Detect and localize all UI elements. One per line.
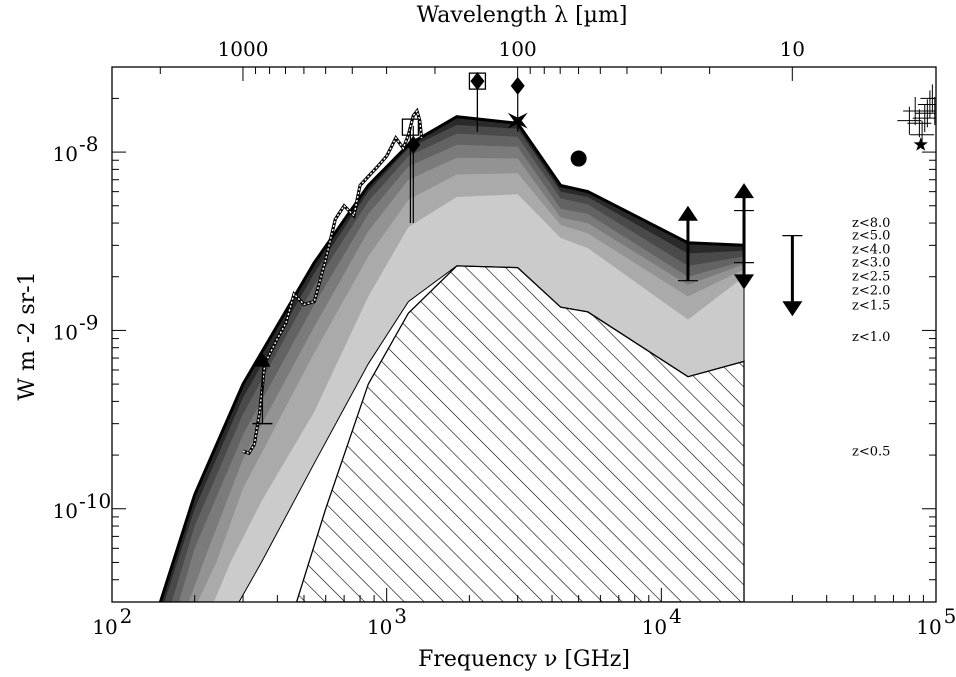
marker-star4-6 [507, 112, 528, 129]
marker-diamond-2 [406, 135, 421, 154]
marker-diamond-4 [470, 72, 485, 91]
y-tick-exp-1: -9 [79, 310, 98, 334]
top-tick-label-2: 10 [780, 37, 805, 61]
marker-star-8 [913, 137, 928, 151]
redshift-bands [158, 115, 745, 602]
x-tick-exp-1: 3 [394, 604, 407, 628]
y-tick-exp-2: -8 [79, 132, 98, 156]
z-label-1: z<5.0 [852, 229, 890, 244]
y-tick-exp-0: -10 [79, 489, 111, 513]
upper-limit-arrow-1 [782, 301, 803, 317]
y-tick-label-0: 10 [53, 499, 78, 523]
marker-triangle-up-0 [254, 352, 271, 367]
x-axis-title: Frequency ν [GHz] [418, 647, 630, 672]
marker-circle-7 [570, 150, 587, 167]
x-tick-label-1: 10 [367, 615, 392, 639]
plot-frame [111, 66, 937, 603]
y-axis-title: W m -2 sr-1 [15, 271, 40, 400]
marker-diamond-5 [510, 76, 525, 95]
z-label-8: z<0.5 [852, 444, 890, 459]
z-label-7: z<1.0 [852, 330, 890, 345]
redshift-labels: z<8.0z<5.0z<4.0z<3.0z<2.5z<2.0z<1.5 z<1.0… [852, 216, 890, 459]
top-tick-label-1: 100 [499, 37, 537, 61]
upper-limit-arrow-0 [734, 274, 755, 290]
lower-limit-arrow-1 [734, 183, 755, 199]
z-label-0: z<8.0 [852, 216, 890, 231]
axis-ticks [112, 67, 936, 602]
z-label-2: z<4.0 [852, 242, 890, 257]
top-axis-title: Wavelength λ [µm] [417, 3, 628, 28]
marker-open-square-1 [401, 118, 420, 136]
x-tick-exp-2: 4 [669, 604, 682, 628]
z-label-6: z<1.5 [852, 298, 890, 313]
x-tick-exp-0: 2 [120, 604, 133, 628]
y-tick-label-1: 10 [53, 320, 78, 344]
x-tick-label-0: 10 [92, 615, 117, 639]
x-tick-exp-3: 5 [944, 604, 956, 628]
z-label-3: z<3.0 [852, 256, 890, 271]
envelope-line [158, 115, 745, 602]
observations [242, 72, 936, 456]
x-tick-label-2: 10 [642, 615, 667, 639]
lower-limit-arrow-0 [677, 205, 698, 221]
y-tick-label-2: 10 [53, 142, 78, 166]
x-tick-label-3: 10 [916, 615, 941, 639]
z-label-5: z<2.0 [852, 284, 890, 299]
z-label-4: z<2.5 [852, 270, 890, 285]
top-tick-label-0: 1000 [218, 37, 269, 61]
